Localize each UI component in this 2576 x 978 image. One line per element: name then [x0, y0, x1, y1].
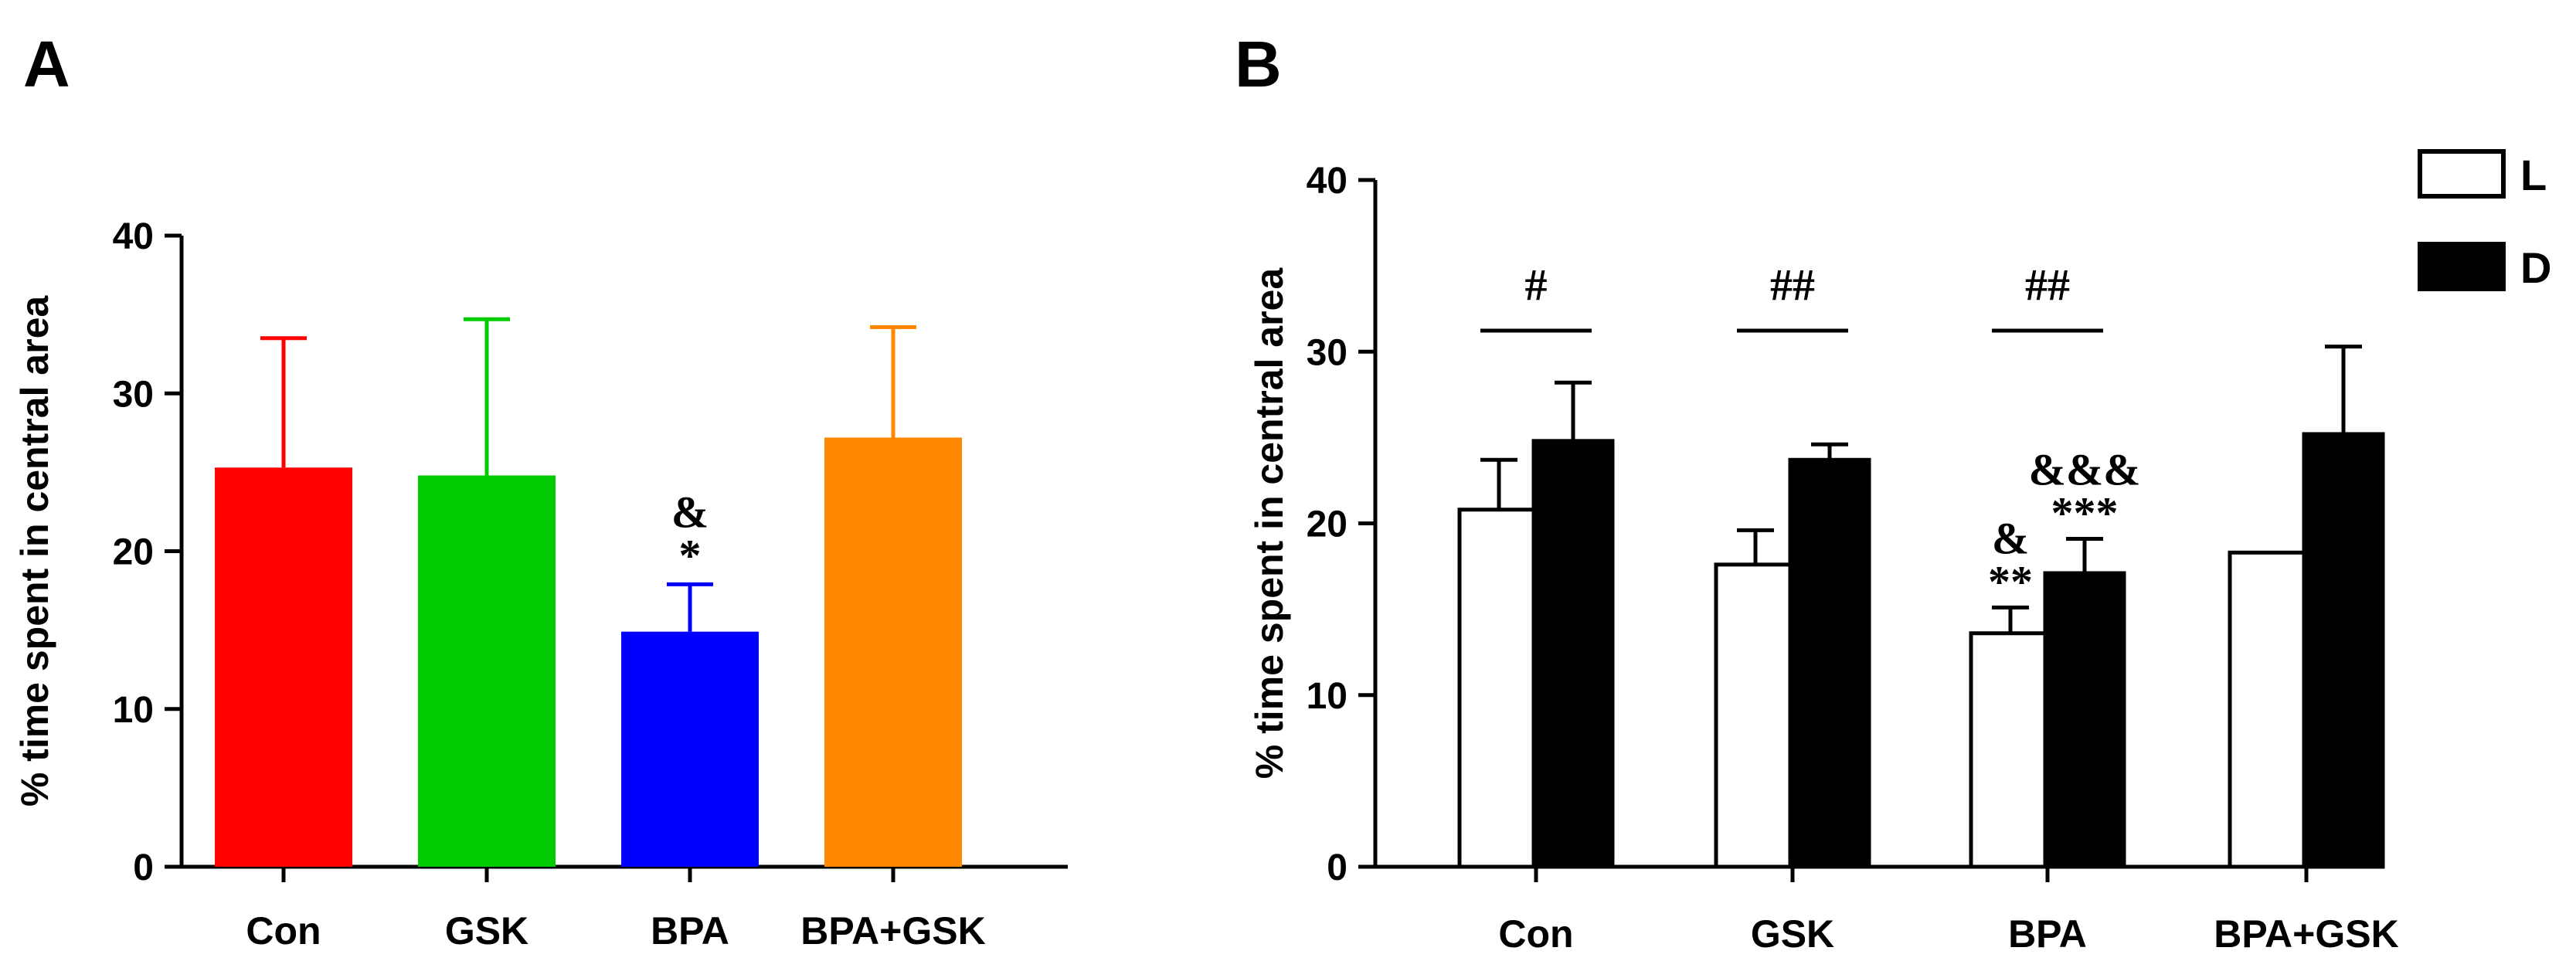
panel-b-bar-l-gsk	[1714, 562, 1797, 869]
panel-a-label: A	[23, 28, 70, 100]
panel-a-y-tick-label: 0	[133, 847, 154, 888]
panel-b-category-label: BPA+GSK	[2214, 912, 2398, 956]
panel-a-chart: 0 10 20 30 40 % time spent in central area Con…	[13, 216, 1068, 953]
panel-b-bar-d-gsk	[1788, 457, 1871, 869]
panel-b-y-tick-label: 20	[1307, 504, 1347, 545]
panel-b-chart: 0 10 20 30 40 % time spent in central area Con…	[1248, 149, 2551, 956]
panel-a-significance-label: *	[679, 530, 702, 580]
panel-b-bar-d-bpa-gsk	[2302, 432, 2385, 869]
panel-b-bar-l-bpa-gsk	[2228, 550, 2311, 869]
panel-b-y-tick-label: 40	[1307, 161, 1347, 202]
panel-b-category-label: Con	[1498, 912, 1573, 956]
panel-b-label: B	[1235, 28, 1282, 100]
panel-b-significance-label: &&&	[2029, 445, 2141, 495]
panel-a-category-label: BPA	[651, 909, 729, 953]
panel-b-significance-label: ***	[2051, 488, 2119, 538]
panel-a-significance-label: &	[671, 487, 709, 537]
panel-b-legend-swatch-l	[2418, 149, 2506, 199]
panel-b-bar-l-bpa	[1969, 631, 2052, 869]
panel-b-comparison-label: #	[1525, 260, 1548, 310]
panel-b-y-tick-label: 0	[1327, 847, 1347, 888]
panel-b-significance-label: &	[1992, 513, 2029, 563]
panel-b-comparison-label: ##	[2025, 260, 2070, 310]
panel-a-bar-bpa	[621, 631, 759, 867]
panel-b-bar-d-con	[1531, 439, 1615, 869]
panel-a-category-label: Con	[246, 909, 321, 953]
panel-b-y-axis-title: % time spent in central area	[1248, 267, 1291, 779]
panel-a-bar-bpa-gsk	[824, 437, 962, 867]
panel-a-category-label: GSK	[445, 909, 528, 953]
panel-a-y-tick-label: 30	[113, 374, 154, 415]
panel-b-category-label: GSK	[1751, 912, 1834, 956]
panel-b-legend-label-d: D	[2520, 243, 2551, 292]
panel-a-y-tick-label: 20	[113, 532, 154, 573]
panel-a-y-axis-title: % time spent in central area	[13, 295, 56, 807]
panel-b-bar-l-con	[1457, 508, 1541, 869]
panel-b-bar-d-bpa	[2043, 571, 2126, 869]
panel-b-category-label: BPA	[2008, 912, 2087, 956]
panel-a-bar-con	[215, 467, 352, 867]
panel-a-y-tick-label: 40	[113, 216, 154, 257]
panel-b-comparison-label: ##	[1770, 260, 1815, 310]
panel-b-legend-swatch-d	[2418, 242, 2506, 291]
panel-b-y-tick-label: 10	[1307, 676, 1347, 717]
panel-a-y-tick-label: 10	[113, 690, 154, 731]
panel-a-category-label: BPA+GSK	[800, 909, 985, 953]
panel-b-legend-label-l: L	[2520, 151, 2547, 199]
panel-a-bar-gsk	[418, 475, 556, 867]
panel-b-significance-label: **	[1988, 556, 2033, 606]
panel-b-y-tick-label: 30	[1307, 332, 1347, 373]
